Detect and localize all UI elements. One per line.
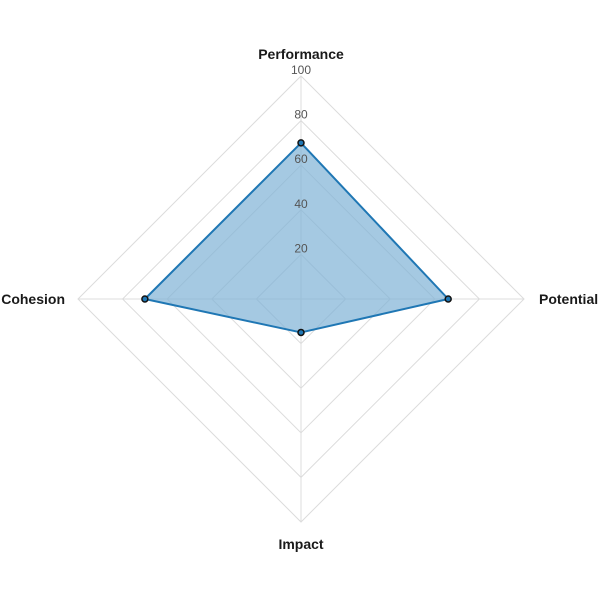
axis-label-cohesion: Cohesion bbox=[1, 291, 65, 307]
data-point-3[interactable] bbox=[141, 295, 149, 303]
tick-label-100: 100 bbox=[291, 63, 311, 77]
tick-labels: 20 40 60 80 100 bbox=[291, 63, 311, 255]
series-area bbox=[143, 141, 450, 334]
series-layer bbox=[143, 141, 450, 334]
tick-label-40: 40 bbox=[294, 197, 308, 211]
marker-layer bbox=[141, 139, 452, 337]
tick-label-60: 60 bbox=[294, 152, 308, 166]
data-point-2[interactable] bbox=[297, 328, 305, 337]
tick-label-20: 20 bbox=[294, 241, 308, 255]
data-point-1[interactable] bbox=[444, 295, 452, 303]
data-point-0[interactable] bbox=[297, 139, 305, 147]
axis-label-impact: Impact bbox=[278, 536, 323, 552]
axis-label-potential: Potential bbox=[539, 291, 598, 307]
axis-labels: Performance Potential Impact Cohesion bbox=[1, 46, 598, 552]
tick-label-80: 80 bbox=[294, 108, 308, 122]
axis-label-performance: Performance bbox=[258, 46, 344, 62]
